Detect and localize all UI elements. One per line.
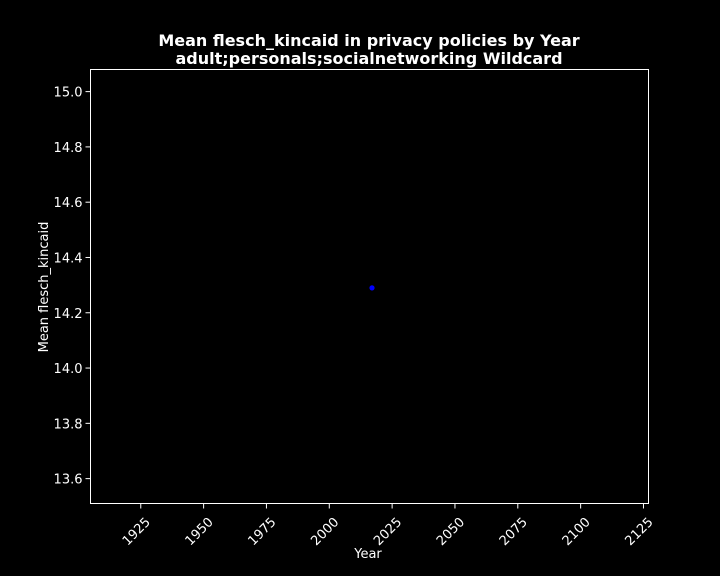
y-tick-label: 14.4 <box>54 251 83 266</box>
x-tick-label: 2075 <box>497 515 531 549</box>
plot-area <box>90 69 649 504</box>
data-series <box>369 285 375 291</box>
y-tick-label: 14.0 <box>54 362 83 377</box>
x-axis: 1925 1950 1975 2000 2025 2050 2075 2100 2125 <box>120 503 657 549</box>
y-tick-label: 15.0 <box>54 86 83 101</box>
chart-title: Mean flesch_kincaid in privacy policies … <box>158 31 579 50</box>
x-tick-label: 1975 <box>245 515 279 549</box>
x-tick-label: 2000 <box>308 515 342 549</box>
x-tick-label: 2050 <box>434 515 468 549</box>
x-tick-label: 1950 <box>183 515 217 549</box>
x-tick-label: 1925 <box>120 515 154 549</box>
x-tick-label: 2125 <box>623 515 657 549</box>
y-axis: 13.6 13.8 14.0 14.2 14.4 14.6 14.8 15.0 <box>54 86 91 488</box>
y-tick-label: 14.6 <box>54 196 83 211</box>
x-axis-label: Year <box>353 547 382 562</box>
x-tick-label: 2100 <box>560 515 594 549</box>
y-tick-label: 14.2 <box>54 307 83 322</box>
y-tick-label: 14.8 <box>54 141 83 156</box>
y-axis-label: Mean flesch_kincaid <box>37 222 52 353</box>
chart-subtitle: adult;personals;socialnetworking Wildcar… <box>175 49 562 68</box>
y-tick-label: 13.6 <box>54 473 83 488</box>
data-point <box>369 285 375 291</box>
x-tick-label: 2025 <box>371 515 405 549</box>
y-tick-label: 13.8 <box>54 417 83 432</box>
